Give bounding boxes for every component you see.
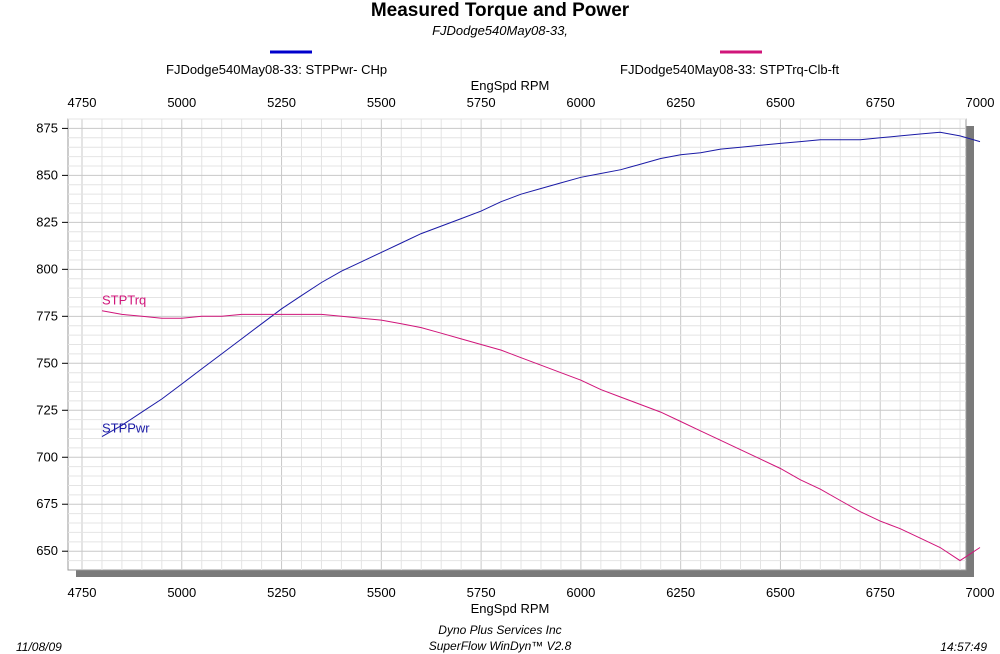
x-tick-label-bottom: 4750	[68, 585, 97, 600]
y-tick-label: 650	[36, 543, 58, 558]
x-tick-label-top: 4750	[68, 95, 97, 110]
x-tick-label-bottom: 6250	[666, 585, 695, 600]
x-tick-label-bottom: 5250	[267, 585, 296, 600]
x-tick-label-top: 7000	[966, 95, 995, 110]
y-tick-label: 775	[36, 308, 58, 323]
chart-title: Measured Torque and Power	[370, 0, 630, 21]
x-tick-label-top: 5500	[367, 95, 396, 110]
x-tick-label-top: 6500	[766, 95, 795, 110]
x-tick-label-top: 6000	[566, 95, 595, 110]
x-tick-label-bottom: 6000	[566, 585, 595, 600]
chart-subtitle: FJDodge540May08-33,	[432, 23, 568, 38]
x-tick-label-bottom: 6750	[866, 585, 895, 600]
footer-time: 14:57:49	[940, 640, 987, 654]
footer-software: SuperFlow WinDyn™ V2.8	[428, 639, 572, 653]
y-tick-label: 875	[36, 120, 58, 135]
x-tick-label-bottom: 6500	[766, 585, 795, 600]
x-tick-label-bottom: 5500	[367, 585, 396, 600]
y-tick-label: 750	[36, 355, 58, 370]
y-tick-label: 725	[36, 402, 58, 417]
series-line-torque	[101, 310, 981, 562]
x-tick-label-top: 5750	[467, 95, 496, 110]
y-tick-label: 850	[36, 167, 58, 182]
series-label-torque: STPTrq	[102, 293, 146, 308]
legend-label-power: FJDodge540May08-33: STPPwr- CHp	[166, 62, 388, 77]
series-line-power	[101, 131, 981, 438]
y-tick-label: 825	[36, 214, 58, 229]
x-tick-label-top: 6250	[666, 95, 695, 110]
y-tick-label: 675	[36, 496, 58, 511]
y-tick-label: 700	[36, 449, 58, 464]
top-axis-title: EngSpd RPM	[470, 78, 550, 93]
x-tick-label-bottom: 7000	[966, 585, 995, 600]
footer-company: Dyno Plus Services Inc	[438, 623, 562, 637]
series-label-power: STPPwr	[102, 421, 150, 436]
x-tick-label-top: 6750	[866, 95, 895, 110]
x-tick-label-top: 5250	[267, 95, 296, 110]
bottom-axis-title: EngSpd RPM	[470, 601, 550, 616]
footer-date: 11/08/09	[16, 640, 62, 654]
y-tick-label: 800	[36, 261, 58, 276]
x-tick-label-bottom: 5750	[467, 585, 496, 600]
x-tick-label-top: 5000	[167, 95, 196, 110]
legend-label-torque: FJDodge540May08-33: STPTrq-Clb-ft	[620, 62, 840, 77]
x-tick-label-bottom: 5000	[167, 585, 196, 600]
